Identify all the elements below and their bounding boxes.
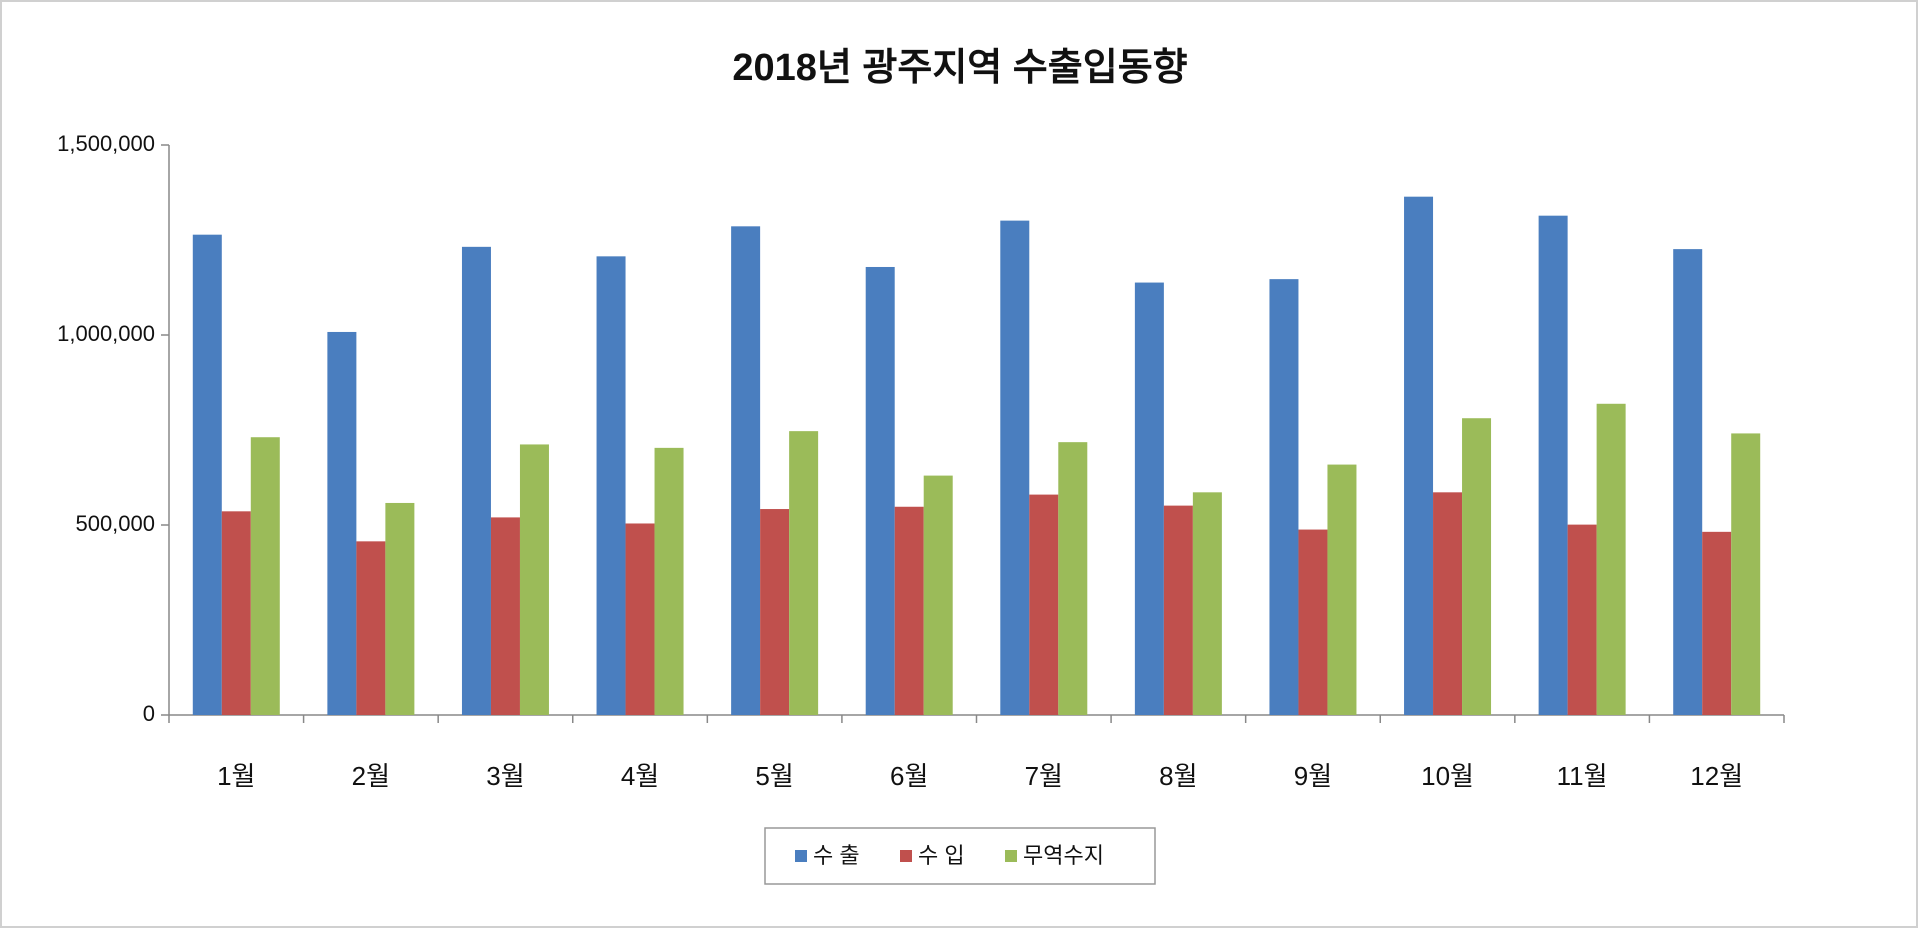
bar <box>1404 196 1434 715</box>
y-tick-label: 0 <box>143 701 155 726</box>
bar <box>1433 492 1463 715</box>
bar <box>760 509 790 715</box>
chart-title: 2018년 광주지역 수출입동향 <box>732 47 1187 89</box>
x-tick-label: 3월 <box>486 761 524 791</box>
x-tick-label: 7월 <box>1025 761 1063 791</box>
x-tick-label: 5월 <box>755 761 793 791</box>
bar <box>356 541 386 715</box>
bar <box>1462 418 1492 715</box>
bar <box>1731 433 1761 715</box>
bar <box>1269 279 1299 715</box>
bar <box>894 506 924 715</box>
bar <box>654 447 684 715</box>
bar <box>1192 492 1222 715</box>
legend-label: 수 입 <box>918 843 965 868</box>
legend-label: 수 출 <box>813 843 860 868</box>
bar <box>490 517 520 715</box>
bar <box>250 437 280 715</box>
y-tick-label: 1,500,000 <box>57 131 155 156</box>
y-tick-label: 1,000,000 <box>57 321 155 346</box>
legend-swatch <box>900 850 912 862</box>
bar <box>789 431 819 715</box>
bar <box>1327 464 1357 715</box>
bar <box>1702 531 1732 715</box>
y-tick-label: 500,000 <box>75 511 155 536</box>
x-tick-label: 1월 <box>217 761 255 791</box>
bar <box>1029 494 1059 715</box>
bar <box>865 266 895 715</box>
x-tick-label: 6월 <box>890 761 928 791</box>
legend-swatch <box>1005 850 1017 862</box>
bar <box>385 502 415 715</box>
bar <box>1134 282 1164 715</box>
x-tick-label: 2월 <box>352 761 390 791</box>
legend-swatch <box>795 850 807 862</box>
bar <box>1596 403 1626 715</box>
bar <box>461 246 491 715</box>
bar <box>923 475 953 715</box>
bar <box>519 444 549 715</box>
bar <box>1673 249 1703 715</box>
bar <box>596 256 626 715</box>
bar <box>221 511 251 715</box>
x-tick-label: 11월 <box>1557 761 1608 791</box>
bar <box>731 226 761 715</box>
bar <box>1058 442 1088 715</box>
bar <box>1567 524 1597 715</box>
x-tick-label: 4월 <box>621 761 659 791</box>
bar <box>327 331 357 715</box>
x-tick-label: 12월 <box>1690 761 1743 791</box>
bar <box>1538 215 1568 715</box>
bar <box>192 234 222 715</box>
x-tick-label: 10월 <box>1421 761 1474 791</box>
bar <box>1000 220 1030 715</box>
bar <box>625 523 655 715</box>
legend-label: 무역수지 <box>1023 843 1104 868</box>
x-tick-label: 8월 <box>1159 761 1197 791</box>
legend-box <box>764 827 1156 885</box>
bar <box>1298 529 1328 715</box>
x-tick-label: 9월 <box>1294 761 1332 791</box>
bar <box>1163 505 1193 715</box>
